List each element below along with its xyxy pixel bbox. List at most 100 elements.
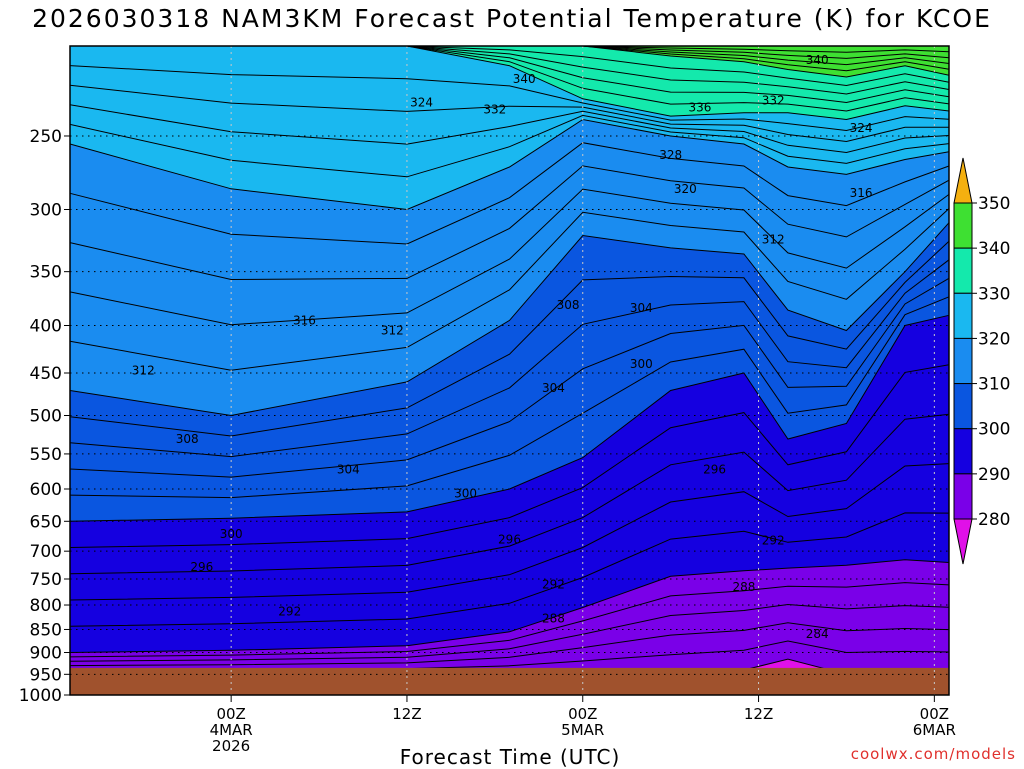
y-axis: 250 300 350 400 450 500 550 600 650 700 750 800 850 9… <box>19 127 70 706</box>
colorbar-box-310 <box>953 337 973 385</box>
colorbar-label: 320 <box>978 329 1010 349</box>
contour-label: 312 <box>132 363 155 377</box>
contour-label: 292 <box>762 534 785 548</box>
contour-label: 316 <box>850 186 873 200</box>
contour-label: 296 <box>190 560 213 574</box>
contour-label: 300 <box>454 487 477 501</box>
y-tick-label: 650 <box>30 512 62 532</box>
theta-contour-294 <box>69 463 950 601</box>
theta-contour-324 <box>69 104 950 154</box>
contour-label: 316 <box>293 313 316 327</box>
theta-contour-310 <box>69 222 950 417</box>
colorbar-box-290 <box>953 428 973 475</box>
contour-label: 336 <box>688 101 711 115</box>
theta-contour-292 <box>69 512 950 627</box>
colorbar-label: 290 <box>978 465 1010 485</box>
contour-label: 296 <box>498 532 521 546</box>
theta-contour-290 <box>69 559 950 653</box>
y-tick-label: 550 <box>30 445 62 465</box>
contour-label: 328 <box>659 148 682 162</box>
colorbar-label: 340 <box>978 239 1010 259</box>
theta-contour-304 <box>69 277 950 478</box>
y-tick-label: 500 <box>30 406 62 426</box>
contour-label: 340 <box>806 53 829 67</box>
y-tick-label: 450 <box>30 364 62 384</box>
contour-label: 324 <box>410 95 433 109</box>
x-tick-label: 12Z <box>744 705 773 723</box>
contour-label: 324 <box>850 121 873 135</box>
theta-contour-284 <box>69 622 950 667</box>
theta-contour-318 <box>69 142 950 245</box>
y-tick-label: 900 <box>30 644 62 664</box>
colorbar-under-triangle <box>953 518 973 565</box>
y-tick-label: 350 <box>30 263 62 283</box>
colorbar-box-300 <box>953 383 973 430</box>
theta-contour-300 <box>69 314 950 522</box>
x-tick-label: 5MAR <box>561 721 604 739</box>
contour-label: 332 <box>762 94 785 108</box>
plot-frame <box>69 45 950 696</box>
theta-band-330 <box>70 46 949 120</box>
theta-contour-308 <box>69 240 950 437</box>
contour-label: 300 <box>630 357 653 371</box>
theta-contour-326 <box>69 84 949 143</box>
colorbar-label: 350 <box>978 194 1010 214</box>
y-tick-label: 800 <box>30 596 62 616</box>
theta-contour-312 <box>69 208 950 371</box>
contour-label: 288 <box>732 580 755 594</box>
theta-contour-302 <box>69 296 950 499</box>
x-tick-label: 00Z <box>920 705 949 723</box>
contour-label: 312 <box>762 232 785 246</box>
contour-label: 308 <box>176 432 199 446</box>
contour-label: 288 <box>542 611 565 625</box>
colorbar-box-280 <box>953 473 973 520</box>
theta-band-340 <box>70 46 949 77</box>
colorbar-box-320 <box>953 292 973 339</box>
theta-contour-316 <box>69 165 950 281</box>
x-tick-label: 00Z <box>568 705 597 723</box>
credit-text[interactable]: coolwx.com/models <box>850 745 1016 763</box>
theta-contour-lines <box>69 45 950 675</box>
contour-label: 320 <box>674 182 697 196</box>
contour-label: 312 <box>381 324 404 338</box>
theta-contour-314 <box>69 188 950 326</box>
chart-title: 2026030318 NAM3KM Forecast Potential Tem… <box>32 4 992 33</box>
x-tick-label: 12Z <box>392 705 421 723</box>
y-tick-label: 250 <box>30 127 62 147</box>
ground-below-surface <box>70 667 949 695</box>
theta-contour-286 <box>69 603 950 662</box>
theta-contour-298 <box>69 364 950 548</box>
contour-label: 284 <box>806 627 829 641</box>
x-axis-title: Forecast Time (UTC) <box>399 745 621 769</box>
colorbar-label: 310 <box>978 375 1010 395</box>
theta-contour-306 <box>69 259 950 458</box>
colorbar-label: 300 <box>978 420 1010 440</box>
contour-label: 296 <box>703 463 726 477</box>
colorbar-over-triangle <box>953 157 973 204</box>
theta-contour-328 <box>69 65 950 132</box>
y-tick-label: 300 <box>30 201 62 221</box>
contour-label: 304 <box>337 463 360 477</box>
contour-labels: 340 340 336 332 332 328 324 324 320 316 316 312 312 3… <box>132 53 873 641</box>
colorbar: 350 340 330 320 310 300 290 280 <box>953 157 1010 565</box>
theta-contour-288 <box>69 582 950 658</box>
y-tick-label: 400 <box>30 317 62 337</box>
y-tick-label: 750 <box>30 570 62 590</box>
x-tick-label: 00Z <box>216 705 245 723</box>
contour-label: 308 <box>557 298 580 312</box>
colorbar-label: 330 <box>978 284 1010 304</box>
x-tick-label: 2026 <box>212 737 250 755</box>
contour-label: 304 <box>542 381 565 395</box>
theta-contour-296 <box>69 413 950 575</box>
y-tick-label: 1000 <box>19 686 62 706</box>
contour-label: 340 <box>513 72 536 86</box>
y-tick-label: 950 <box>30 665 62 685</box>
theta-contour-322 <box>69 114 950 178</box>
y-tick-label: 600 <box>30 480 62 500</box>
x-tick-label: 6MAR <box>913 721 956 739</box>
colorbar-label: 280 <box>978 510 1010 530</box>
contour-label: 292 <box>278 605 301 619</box>
colorbar-box-330 <box>953 247 973 294</box>
